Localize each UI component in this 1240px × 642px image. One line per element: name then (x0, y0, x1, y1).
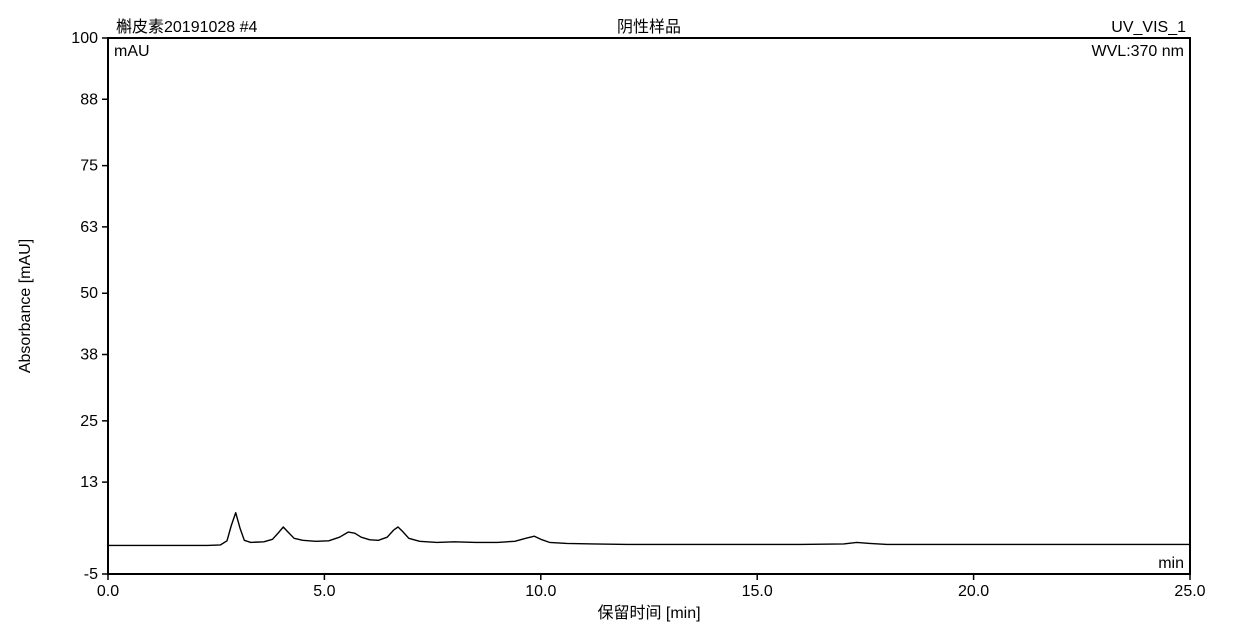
y-tick-label: 75 (80, 158, 98, 175)
y-tick-label: 88 (80, 91, 98, 108)
y-tick-label: 13 (80, 474, 98, 491)
y-axis-label: Absorbance [mAU] (17, 239, 34, 373)
x-unit-label: min (1158, 555, 1184, 572)
x-axis-label: 保留时间 [min] (597, 604, 700, 622)
x-tick-label: 25.0 (1174, 583, 1205, 600)
header-center-label: 阴性样品 (617, 18, 681, 36)
header-left-label: 槲皮素20191028 #4 (116, 18, 258, 36)
y-unit-label: mAU (114, 43, 150, 60)
x-tick-label: 20.0 (958, 583, 989, 600)
x-tick-label: 10.0 (525, 583, 556, 600)
x-tick-label: 15.0 (742, 583, 773, 600)
x-tick-label: 5.0 (313, 583, 335, 600)
y-tick-label: 25 (80, 413, 98, 430)
x-tick-label: 0.0 (97, 583, 119, 600)
y-tick-label: 63 (80, 219, 98, 236)
y-tick-label: 50 (80, 285, 98, 302)
chromatogram-svg: -5 13 25 38 50 63 75 88 100 0.0 5.0 10.0 15.0 20.0 25.… (0, 0, 1240, 642)
y-tick-label: 100 (71, 30, 98, 47)
header-right-sub-label: WVL:370 nm (1092, 43, 1184, 60)
y-tick-label: 38 (80, 346, 98, 363)
header-right-top-label: UV_VIS_1 (1111, 19, 1186, 36)
y-tick-label: -5 (84, 566, 98, 583)
chromatogram-panel: { "chart": { "type": "line", "background… (0, 0, 1240, 642)
